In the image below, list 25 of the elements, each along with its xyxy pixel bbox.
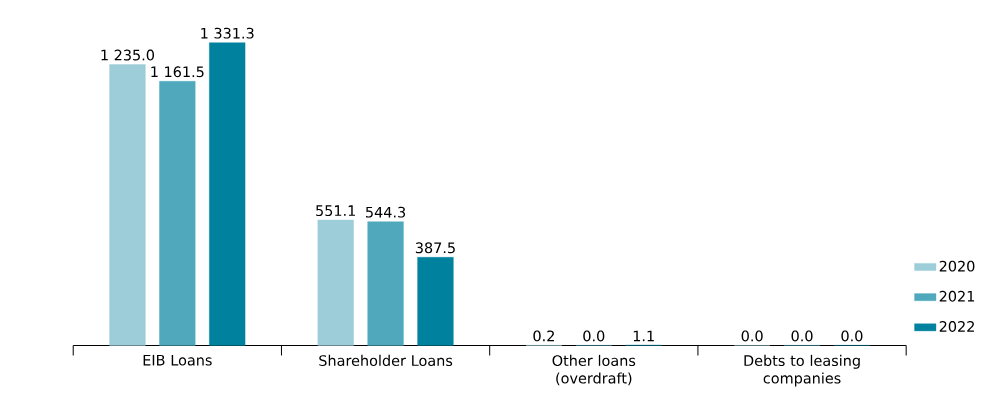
bar <box>417 257 454 346</box>
legend-label: 2022 <box>939 321 974 333</box>
data-label: 0.0 <box>583 330 605 342</box>
data-label: 1 331.3 <box>201 27 254 39</box>
x-tick-label: Other loans (overdraft) <box>552 354 636 386</box>
data-label: 544.3 <box>366 206 406 218</box>
data-label: 0.0 <box>841 330 863 342</box>
bar <box>317 219 354 346</box>
data-label: 551.1 <box>316 205 356 217</box>
data-label: 0.0 <box>741 330 763 342</box>
data-label: 0.2 <box>533 330 554 342</box>
data-label: 387.5 <box>415 242 455 254</box>
x-tick-label: EIB Loans <box>143 354 212 366</box>
legend-label: 2021 <box>939 290 975 302</box>
x-tick-label: Shareholder Loans <box>319 354 453 367</box>
x-tick-label: Debts to leasing companies <box>744 354 860 387</box>
bar <box>367 221 404 346</box>
bar <box>159 81 196 346</box>
data-label: 1 161.5 <box>151 66 204 78</box>
legend-label: 2020 <box>939 260 975 272</box>
bar <box>109 64 146 346</box>
data-label: 1 235.0 <box>101 49 155 61</box>
bar <box>209 42 246 346</box>
data-label: 1.1 <box>633 330 654 342</box>
data-label: 0.0 <box>791 330 813 342</box>
